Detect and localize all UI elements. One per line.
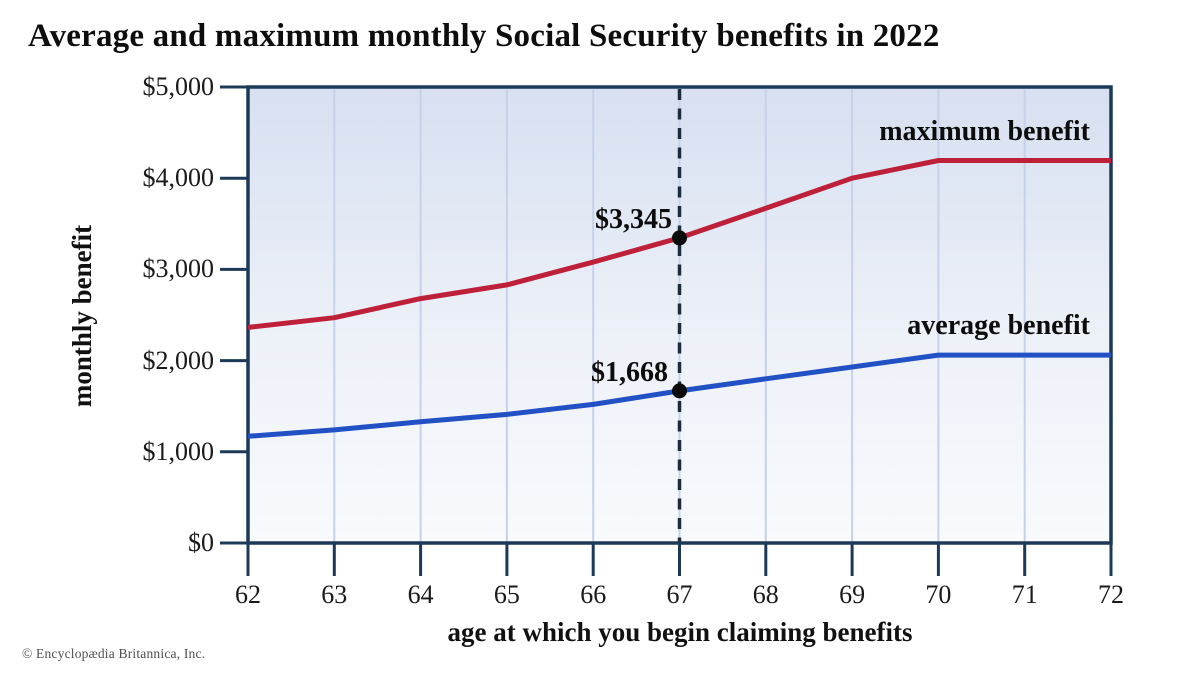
series-label-maximum-benefit: maximum benefit	[879, 116, 1090, 147]
copyright-notice: © Encyclopædia Britannica, Inc.	[22, 646, 206, 661]
x-tick-label-70: 70	[925, 580, 952, 609]
dot-maximum-benefit-age-67	[672, 230, 687, 246]
x-tick-label-64: 64	[407, 580, 434, 609]
series-label-average-benefit: average benefit	[907, 310, 1090, 341]
y-tick-label-0: $0	[188, 528, 214, 557]
chart-title: Average and maximum monthly Social Secur…	[28, 18, 940, 54]
x-axis-title: age at which you begin claiming benefits	[447, 617, 913, 647]
x-tick-label-71: 71	[1011, 580, 1038, 609]
y-tick-label-4000: $4,000	[142, 163, 215, 193]
x-tick-label-67: 67	[666, 580, 693, 609]
x-tick-label-68: 68	[752, 580, 779, 609]
x-tick-label-63: 63	[321, 580, 348, 609]
y-axis-title: monthly benefit	[67, 224, 97, 408]
y-tick-label-3000: $3,000	[142, 254, 215, 284]
x-tick-label-65: 65	[493, 580, 520, 609]
annotation-maximum-at-67: $3,345	[595, 204, 672, 235]
plot-border	[246, 85, 1113, 545]
y-tick-label-2000: $2,000	[142, 345, 215, 375]
dot-average-benefit-age-67	[672, 383, 687, 399]
x-tick-label-62: 62	[235, 580, 261, 609]
y-tick-label-1000: $1,000	[142, 436, 215, 466]
x-tick-label-69: 69	[839, 580, 866, 609]
annotation-average-at-67: $1,668	[591, 357, 668, 388]
x-tick-label-72: 72	[1098, 580, 1124, 609]
x-tick-label-66: 66	[580, 580, 607, 609]
y-tick-label-5000: $5,000	[142, 72, 215, 101]
